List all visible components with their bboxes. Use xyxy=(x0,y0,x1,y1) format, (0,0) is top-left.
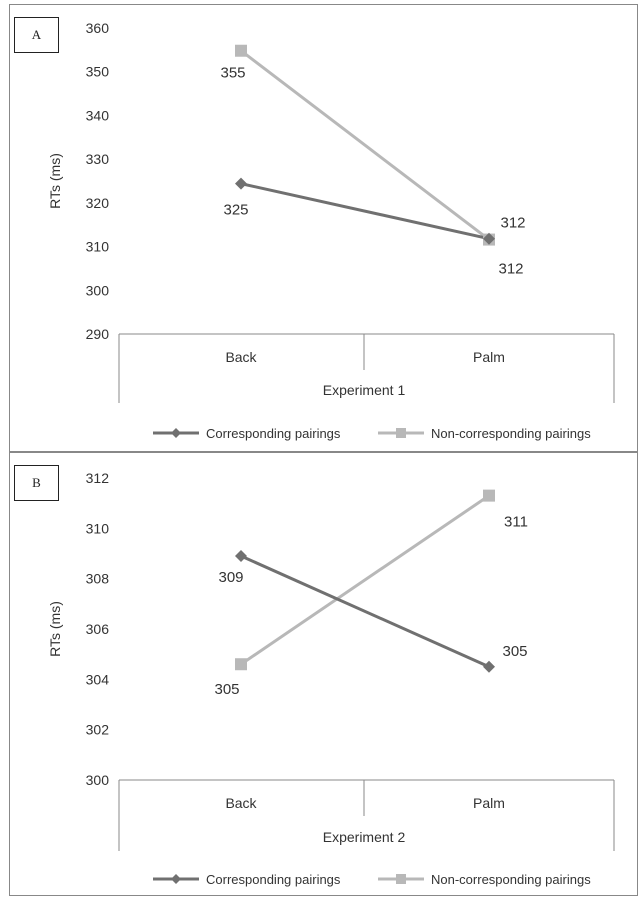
legend-marker-diamond xyxy=(171,428,181,438)
legend-label: Corresponding pairings xyxy=(206,426,341,441)
legend-label: Corresponding pairings xyxy=(206,872,341,887)
x-tick-label: Palm xyxy=(473,349,505,365)
panel-label-b: B xyxy=(14,465,59,501)
data-point-diamond xyxy=(235,177,247,190)
y-axis-title: RTs (ms) xyxy=(47,601,63,657)
y-tick-label: 300 xyxy=(86,282,110,298)
y-tick-label: 350 xyxy=(86,64,110,80)
legend-marker-diamond xyxy=(171,874,181,884)
series-line xyxy=(240,494,490,666)
x-tick-label: Palm xyxy=(473,795,505,811)
y-tick-label: 304 xyxy=(86,671,110,687)
legend-marker-square xyxy=(396,428,406,438)
data-point-square xyxy=(483,489,495,502)
y-tick-label: 310 xyxy=(86,239,110,255)
line-chart-b: 300 302 304 306 308 310 312 RTs (ms) Back Palm Exp… xyxy=(47,470,615,887)
y-tick-label: 360 xyxy=(86,20,110,36)
x-axis-title: Experiment 2 xyxy=(323,829,406,845)
data-label: 325 xyxy=(223,202,248,219)
y-tick-label: 306 xyxy=(86,621,110,637)
series-line xyxy=(240,554,490,669)
y-tick-label: 320 xyxy=(86,195,110,211)
series-line xyxy=(240,182,490,241)
y-tick-label: 308 xyxy=(86,571,110,587)
data-point-diamond xyxy=(483,232,495,245)
y-tick-label: 302 xyxy=(86,722,110,738)
chart-panel-b: B 300 302 304 306 308 310 312 RTs (ms) Back Palm E… xyxy=(9,452,638,896)
y-tick-label: 310 xyxy=(86,520,110,536)
y-tick-label: 300 xyxy=(86,772,110,788)
y-tick-label: 340 xyxy=(86,107,110,123)
x-tick-label: Back xyxy=(225,349,257,365)
x-tick-label: Back xyxy=(225,795,257,811)
data-label: 312 xyxy=(498,261,523,278)
x-axis-title: Experiment 1 xyxy=(323,382,406,398)
y-axis-title: RTs (ms) xyxy=(47,153,63,209)
data-label: 305 xyxy=(214,681,239,698)
y-tick-label: 290 xyxy=(86,326,110,342)
y-tick-label: 330 xyxy=(86,151,110,167)
series-line xyxy=(240,49,490,241)
legend-label: Non-corresponding pairings xyxy=(431,426,591,441)
data-point-square xyxy=(235,44,247,57)
data-point-diamond xyxy=(235,550,247,563)
data-label: 355 xyxy=(220,65,245,82)
panel-label-a: A xyxy=(14,17,59,53)
data-point-diamond xyxy=(483,660,495,673)
data-point-square xyxy=(235,658,247,671)
data-label: 309 xyxy=(218,569,243,586)
line-chart-a: 290 300 310 320 330 340 350 360 RTs (ms) Back Palm… xyxy=(47,20,615,441)
chart-panel-a: A 290 300 310 320 330 340 350 360 RTs (ms) Back Pa… xyxy=(9,4,638,452)
y-tick-label: 312 xyxy=(86,470,110,486)
data-label: 312 xyxy=(500,215,525,232)
legend-label: Non-corresponding pairings xyxy=(431,872,591,887)
data-label: 305 xyxy=(502,643,527,660)
data-label: 311 xyxy=(504,514,528,531)
legend-marker-square xyxy=(396,874,406,884)
